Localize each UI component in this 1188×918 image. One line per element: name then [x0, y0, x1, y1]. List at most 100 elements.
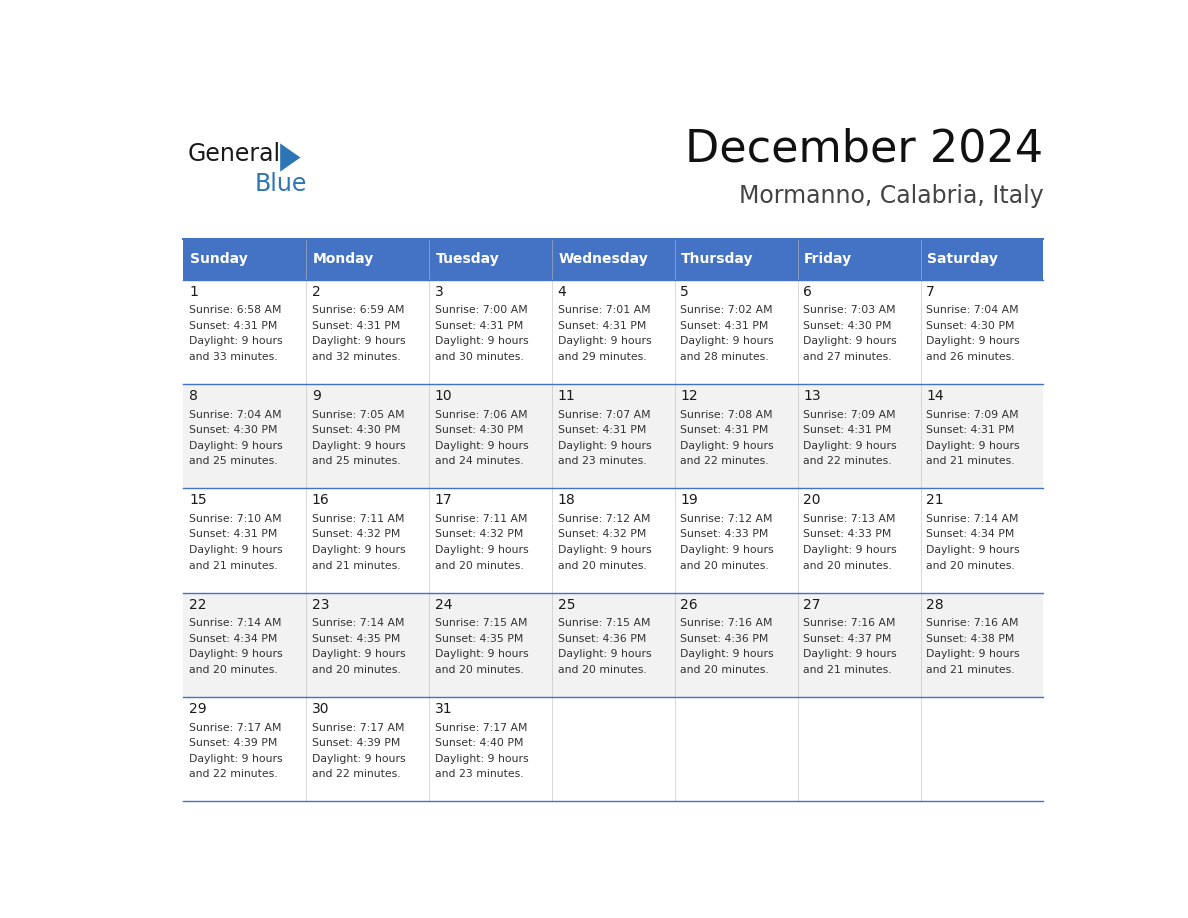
- Text: 7: 7: [927, 285, 935, 298]
- Text: Monday: Monday: [312, 252, 374, 266]
- Text: Daylight: 9 hours: Daylight: 9 hours: [435, 441, 529, 451]
- Text: Daylight: 9 hours: Daylight: 9 hours: [557, 441, 651, 451]
- Text: 28: 28: [927, 598, 943, 611]
- Text: 27: 27: [803, 598, 821, 611]
- Text: General: General: [188, 142, 282, 166]
- Text: Friday: Friday: [804, 252, 852, 266]
- Text: 8: 8: [189, 389, 198, 403]
- Text: Sunrise: 7:09 AM: Sunrise: 7:09 AM: [927, 409, 1019, 420]
- Text: 17: 17: [435, 493, 453, 508]
- Text: 1: 1: [189, 285, 198, 298]
- Text: Sunrise: 7:16 AM: Sunrise: 7:16 AM: [927, 618, 1018, 628]
- Text: and 28 minutes.: and 28 minutes.: [681, 352, 769, 362]
- Text: Sunrise: 6:59 AM: Sunrise: 6:59 AM: [312, 306, 404, 315]
- Bar: [429, 488, 552, 593]
- Text: Sunset: 4:33 PM: Sunset: 4:33 PM: [803, 530, 892, 540]
- Text: Sunrise: 7:12 AM: Sunrise: 7:12 AM: [681, 514, 773, 524]
- Text: Sunset: 4:39 PM: Sunset: 4:39 PM: [189, 738, 277, 748]
- Text: Sunrise: 7:11 AM: Sunrise: 7:11 AM: [435, 514, 527, 524]
- Text: 30: 30: [312, 702, 329, 716]
- Text: Sunset: 4:30 PM: Sunset: 4:30 PM: [312, 425, 400, 435]
- Text: Daylight: 9 hours: Daylight: 9 hours: [681, 649, 775, 659]
- Text: Daylight: 9 hours: Daylight: 9 hours: [435, 649, 529, 659]
- Text: 31: 31: [435, 702, 453, 716]
- Text: Daylight: 9 hours: Daylight: 9 hours: [189, 649, 283, 659]
- Text: 9: 9: [312, 389, 321, 403]
- Text: Sunrise: 7:12 AM: Sunrise: 7:12 AM: [557, 514, 650, 524]
- Text: Sunset: 4:31 PM: Sunset: 4:31 PM: [557, 320, 646, 330]
- Text: Daylight: 9 hours: Daylight: 9 hours: [312, 336, 405, 346]
- Text: Sunset: 4:32 PM: Sunset: 4:32 PM: [557, 530, 646, 540]
- Text: Daylight: 9 hours: Daylight: 9 hours: [557, 545, 651, 555]
- Text: Sunrise: 7:08 AM: Sunrise: 7:08 AM: [681, 409, 773, 420]
- Text: 21: 21: [927, 493, 943, 508]
- Text: 12: 12: [681, 389, 699, 403]
- Bar: [797, 280, 921, 384]
- Text: Sunrise: 7:17 AM: Sunrise: 7:17 AM: [312, 722, 404, 733]
- Text: Daylight: 9 hours: Daylight: 9 hours: [557, 649, 651, 659]
- Text: and 25 minutes.: and 25 minutes.: [189, 456, 278, 466]
- Text: Sunset: 4:30 PM: Sunset: 4:30 PM: [803, 320, 892, 330]
- Text: 4: 4: [557, 285, 567, 298]
- Text: 26: 26: [681, 598, 699, 611]
- Bar: [183, 384, 307, 488]
- Text: and 21 minutes.: and 21 minutes.: [803, 665, 892, 675]
- Bar: [921, 488, 1043, 593]
- Text: and 26 minutes.: and 26 minutes.: [927, 352, 1015, 362]
- Text: Sunset: 4:31 PM: Sunset: 4:31 PM: [557, 425, 646, 435]
- Text: Daylight: 9 hours: Daylight: 9 hours: [803, 545, 897, 555]
- Text: 24: 24: [435, 598, 453, 611]
- Bar: [183, 239, 307, 280]
- Bar: [921, 239, 1043, 280]
- Text: and 20 minutes.: and 20 minutes.: [189, 665, 278, 675]
- Text: 10: 10: [435, 389, 453, 403]
- Text: Sunrise: 7:15 AM: Sunrise: 7:15 AM: [557, 618, 650, 628]
- Text: and 29 minutes.: and 29 minutes.: [557, 352, 646, 362]
- Text: 15: 15: [189, 493, 207, 508]
- Bar: [797, 593, 921, 697]
- Bar: [183, 280, 307, 384]
- Text: Thursday: Thursday: [682, 252, 754, 266]
- Text: Daylight: 9 hours: Daylight: 9 hours: [312, 545, 405, 555]
- Text: Daylight: 9 hours: Daylight: 9 hours: [927, 545, 1019, 555]
- Text: and 20 minutes.: and 20 minutes.: [803, 561, 892, 571]
- Text: 20: 20: [803, 493, 821, 508]
- Text: Sunset: 4:32 PM: Sunset: 4:32 PM: [435, 530, 523, 540]
- Text: Sunrise: 7:14 AM: Sunrise: 7:14 AM: [312, 618, 404, 628]
- Text: and 20 minutes.: and 20 minutes.: [435, 561, 524, 571]
- Bar: [797, 488, 921, 593]
- Text: Sunset: 4:39 PM: Sunset: 4:39 PM: [312, 738, 400, 748]
- Text: 13: 13: [803, 389, 821, 403]
- Text: Sunset: 4:31 PM: Sunset: 4:31 PM: [189, 530, 277, 540]
- Text: Sunrise: 7:10 AM: Sunrise: 7:10 AM: [189, 514, 282, 524]
- Text: Daylight: 9 hours: Daylight: 9 hours: [189, 441, 283, 451]
- Bar: [675, 280, 797, 384]
- Text: Sunset: 4:31 PM: Sunset: 4:31 PM: [803, 425, 892, 435]
- Text: Daylight: 9 hours: Daylight: 9 hours: [803, 649, 897, 659]
- Text: Daylight: 9 hours: Daylight: 9 hours: [312, 649, 405, 659]
- Text: 23: 23: [312, 598, 329, 611]
- Text: 19: 19: [681, 493, 699, 508]
- Text: Sunset: 4:38 PM: Sunset: 4:38 PM: [927, 633, 1015, 644]
- Text: Sunrise: 7:14 AM: Sunrise: 7:14 AM: [189, 618, 282, 628]
- Text: and 27 minutes.: and 27 minutes.: [803, 352, 892, 362]
- Text: Daylight: 9 hours: Daylight: 9 hours: [927, 441, 1019, 451]
- Text: Wednesday: Wednesday: [558, 252, 649, 266]
- Text: Mormanno, Calabria, Italy: Mormanno, Calabria, Italy: [739, 185, 1043, 208]
- Text: Sunset: 4:34 PM: Sunset: 4:34 PM: [189, 633, 277, 644]
- Text: and 22 minutes.: and 22 minutes.: [189, 769, 278, 779]
- Text: Sunrise: 7:06 AM: Sunrise: 7:06 AM: [435, 409, 527, 420]
- Text: Daylight: 9 hours: Daylight: 9 hours: [681, 336, 775, 346]
- Text: Sunset: 4:31 PM: Sunset: 4:31 PM: [312, 320, 400, 330]
- Text: Sunset: 4:34 PM: Sunset: 4:34 PM: [927, 530, 1015, 540]
- Text: Sunrise: 7:17 AM: Sunrise: 7:17 AM: [189, 722, 282, 733]
- Text: Sunset: 4:35 PM: Sunset: 4:35 PM: [312, 633, 400, 644]
- Text: Sunday: Sunday: [190, 252, 247, 266]
- Bar: [552, 384, 675, 488]
- Text: Sunrise: 7:01 AM: Sunrise: 7:01 AM: [557, 306, 650, 315]
- Bar: [921, 280, 1043, 384]
- Text: Sunset: 4:32 PM: Sunset: 4:32 PM: [312, 530, 400, 540]
- Text: Sunrise: 7:16 AM: Sunrise: 7:16 AM: [681, 618, 773, 628]
- Bar: [307, 593, 429, 697]
- Text: and 20 minutes.: and 20 minutes.: [681, 561, 769, 571]
